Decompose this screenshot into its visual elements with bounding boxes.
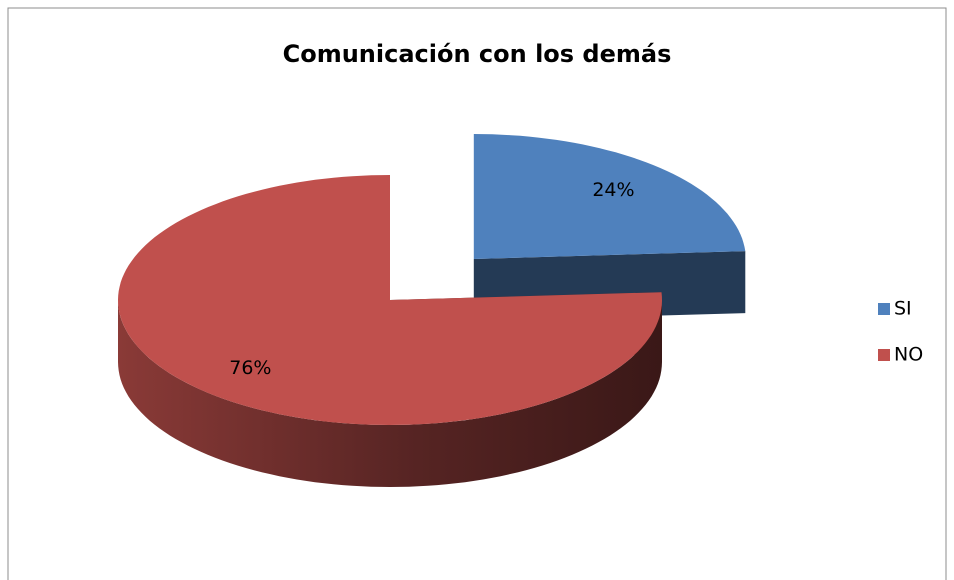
chart-title: Comunicación con los demás xyxy=(283,40,672,68)
slice-side xyxy=(118,300,662,487)
legend-label: NO xyxy=(894,344,923,366)
legend-swatch xyxy=(878,349,890,361)
legend-swatch xyxy=(878,303,890,315)
data-label: 24% xyxy=(592,179,634,201)
slice xyxy=(118,175,662,425)
data-label: 76% xyxy=(229,357,271,379)
legend-label: SI xyxy=(894,298,912,320)
slice xyxy=(473,134,746,259)
